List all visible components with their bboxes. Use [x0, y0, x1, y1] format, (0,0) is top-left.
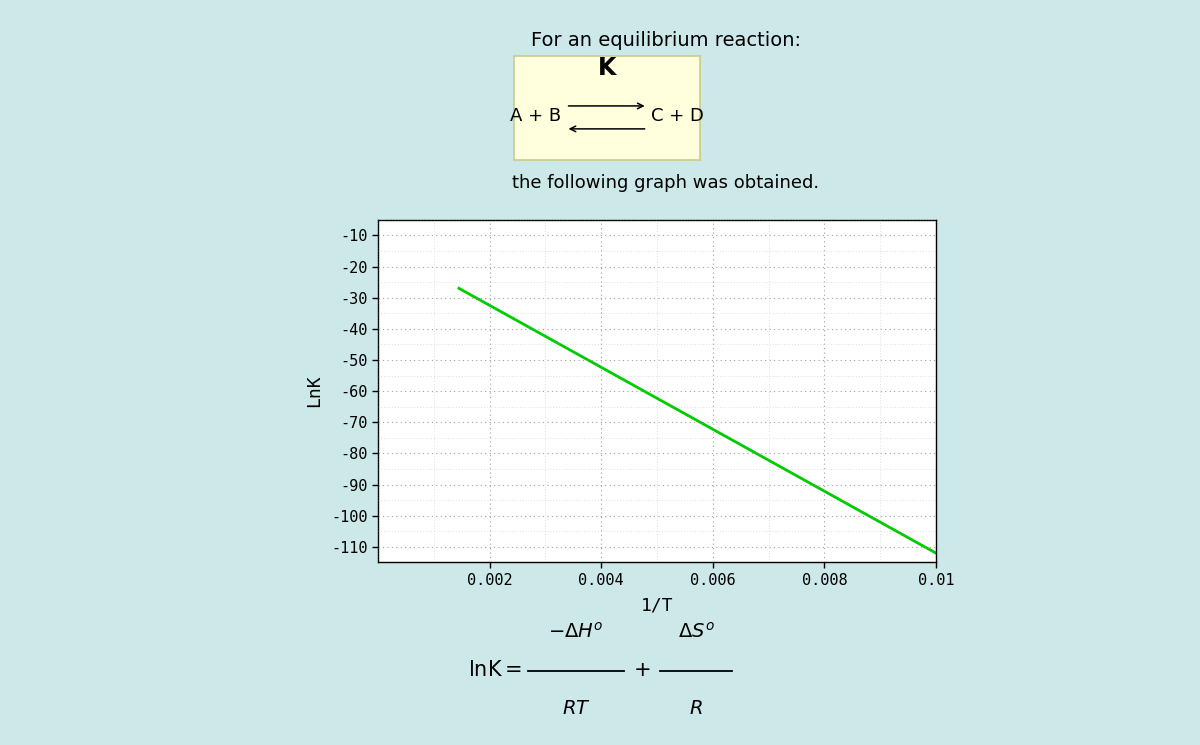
Text: $\Delta S^o$: $\Delta S^o$	[678, 622, 714, 642]
Text: $\mathrm{lnK} = $: $\mathrm{lnK} = $	[468, 661, 522, 680]
Text: $RT$: $RT$	[562, 699, 590, 718]
Y-axis label: LnK: LnK	[305, 375, 323, 408]
X-axis label: 1/T: 1/T	[641, 596, 673, 614]
Text: C + D: C + D	[650, 107, 703, 125]
Text: $-\Delta H^o$: $-\Delta H^o$	[548, 622, 604, 642]
Text: $R$: $R$	[689, 699, 703, 718]
Text: For an equilibrium reaction:: For an equilibrium reaction:	[532, 31, 802, 51]
Text: A + B: A + B	[510, 107, 562, 125]
Text: $+$: $+$	[634, 661, 650, 680]
Text: the following graph was obtained.: the following graph was obtained.	[512, 174, 820, 191]
Text: K: K	[598, 57, 616, 80]
